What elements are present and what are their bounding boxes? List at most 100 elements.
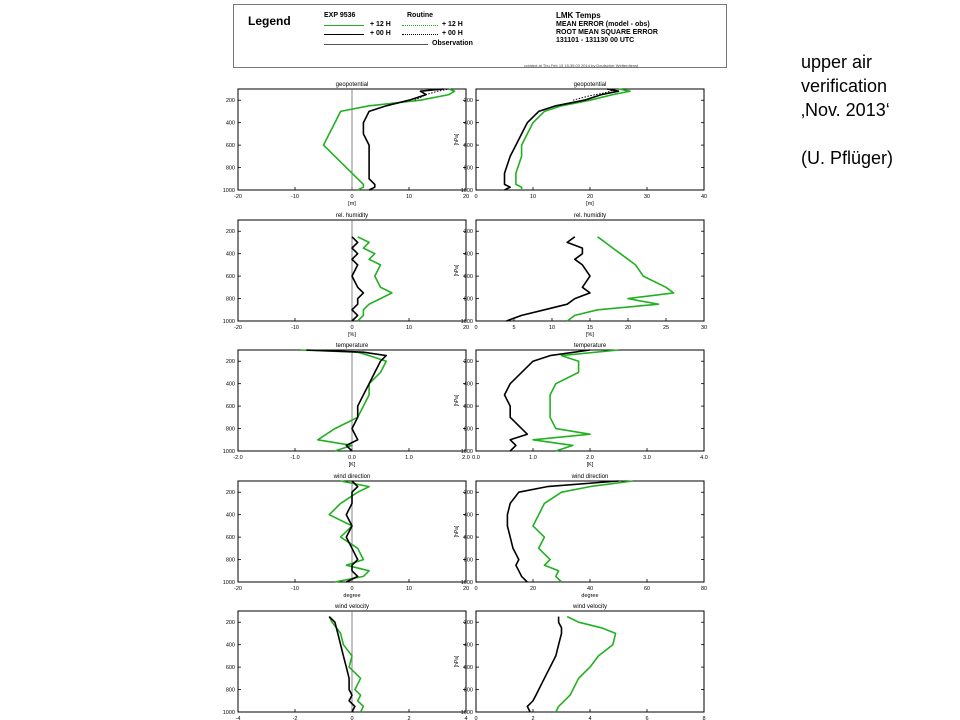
x-tick-label: 10: [549, 325, 555, 331]
x-tick-label: 0.0: [472, 455, 480, 461]
y-tick-label: 600: [226, 665, 235, 671]
x-tick-label: -1.0: [290, 455, 299, 461]
x-tick-label: 0: [350, 716, 353, 720]
chart-panel-3: rel. humidity 200 400 600 800 1000-20 -10 0 10 20…: [223, 213, 469, 338]
y-tick-label: 600: [464, 143, 473, 149]
x-tick-label: 20: [587, 194, 593, 200]
chart-title: rel. humidity: [574, 213, 606, 219]
series-line-12h: [357, 236, 393, 322]
chart-title: wind velocity: [334, 604, 369, 610]
series-line-12h: [555, 615, 617, 713]
legend-title: Legend: [248, 14, 291, 28]
chart-frame: [475, 219, 705, 322]
x-tick-label: 10: [406, 194, 412, 200]
y-tick-label: 600: [226, 274, 235, 280]
y-tick-label: 600: [464, 274, 473, 280]
x-axis-label: [m]: [348, 201, 356, 207]
x-tick-label: 0: [474, 586, 477, 592]
y-tick-label: 800: [226, 558, 235, 564]
legend-created-note: created at Thu Feb 13 15:39:03 2014 by D…: [524, 63, 639, 68]
y-tick-label: 1000: [461, 188, 473, 194]
side-note-line-1: upper air: [801, 52, 873, 72]
series-line-12h: [532, 349, 619, 452]
x-tick-label: -20: [234, 194, 242, 200]
y-tick-label: 400: [464, 513, 473, 519]
chart-panel-7: wind direction 200 400 600 800 1000-20 -10 0 10 2…: [223, 474, 469, 599]
x-tick-label: -20: [234, 586, 242, 592]
x-tick-label: 1.0: [529, 455, 537, 461]
y-tick-label: 400: [226, 643, 235, 649]
y-tick-label: 1000: [461, 449, 473, 455]
series-line-12h: [532, 480, 633, 583]
x-tick-label: -10: [291, 325, 299, 331]
y-tick-label: 200: [226, 490, 235, 496]
y-tick-label: 600: [464, 404, 473, 410]
legend-observation-line: [324, 44, 428, 45]
x-tick-label: 4: [464, 716, 467, 720]
y-tick-label: 800: [464, 166, 473, 172]
x-axis-label: [K]: [587, 462, 594, 468]
y-tick-label: 200: [464, 620, 473, 626]
x-tick-label: 0: [350, 586, 353, 592]
x-tick-label: 20: [530, 586, 536, 592]
x-tick-label: 60: [644, 586, 650, 592]
x-tick-label: 0: [474, 325, 477, 331]
x-tick-label: 80: [701, 586, 707, 592]
x-tick-label: 2.0: [586, 455, 594, 461]
y-tick-label: 1000: [461, 710, 473, 716]
y-tick-label: 800: [464, 427, 473, 433]
x-tick-label: -4: [236, 716, 241, 720]
series-line-routine: [414, 88, 449, 101]
x-tick-label: 10: [406, 325, 412, 331]
x-axis-label: [K]: [349, 462, 356, 468]
chart-frame: [475, 88, 705, 191]
y-tick-label: 600: [464, 535, 473, 541]
y-tick-label: 600: [226, 404, 235, 410]
y-axis-label: [hPa]: [454, 264, 460, 276]
x-tick-label: 8: [702, 716, 705, 720]
x-axis-label: [m]: [586, 201, 594, 207]
x-axis-label: degree: [581, 593, 598, 599]
legend-panel: Legend EXP 9536 Routine + 12 H + 00 H + …: [233, 4, 727, 68]
y-axis-label: [hPa]: [454, 655, 460, 667]
y-tick-label: 1000: [223, 319, 235, 325]
y-tick-label: 200: [464, 490, 473, 496]
y-tick-label: 800: [226, 427, 235, 433]
x-tick-label: 20: [463, 586, 469, 592]
y-tick-label: 400: [226, 513, 235, 519]
x-tick-label: 10: [530, 194, 536, 200]
x-tick-label: 2.0: [462, 455, 470, 461]
legend-header-mean: MEAN ERROR (model - obs): [556, 21, 650, 28]
chart-frame: [475, 610, 705, 713]
y-tick-label: 400: [464, 643, 473, 649]
y-tick-label: 800: [464, 688, 473, 694]
chart-frame: [475, 349, 705, 452]
y-tick-label: 400: [464, 382, 473, 388]
y-tick-label: 400: [464, 121, 473, 127]
x-tick-label: -20: [234, 325, 242, 331]
x-tick-label: 0: [474, 194, 477, 200]
y-tick-label: 800: [226, 166, 235, 172]
series-line-00h: [362, 88, 444, 191]
side-note-line-5: (U. Pflüger): [801, 148, 894, 168]
x-tick-label: 4.0: [700, 455, 708, 461]
side-note-line-3: ‚Nov. 2013‘: [801, 100, 890, 120]
x-tick-label: 25: [663, 325, 669, 331]
legend-rout00-line: [402, 34, 438, 35]
legend-exp12-text: + 12 H: [370, 21, 391, 28]
y-tick-label: 600: [226, 535, 235, 541]
legend-header-title: LMK Temps: [556, 11, 601, 20]
series-line-12h: [515, 88, 631, 190]
series-line-00h: [328, 616, 356, 713]
x-tick-label: 10: [406, 586, 412, 592]
x-tick-label: 0: [350, 325, 353, 331]
y-tick-label: 400: [226, 382, 235, 388]
y-tick-label: 1000: [223, 449, 235, 455]
legend-header-rmse: ROOT MEAN SQUARE ERROR: [556, 29, 658, 36]
y-tick-label: 800: [464, 558, 473, 564]
chart-title: temperature: [574, 343, 607, 349]
side-note-line-2: verification: [801, 76, 888, 96]
